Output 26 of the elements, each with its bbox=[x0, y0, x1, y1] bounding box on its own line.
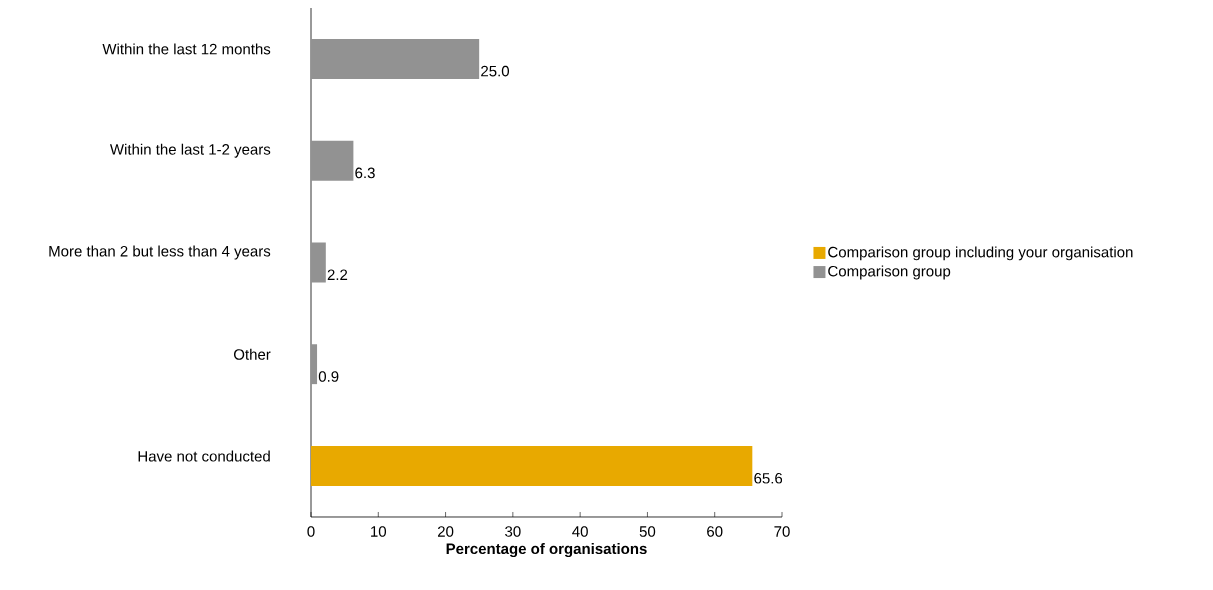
x-tick-label: 0 bbox=[307, 526, 315, 537]
x-tick-label: 60 bbox=[707, 526, 723, 537]
data-label: 25.0 bbox=[481, 65, 510, 77]
x-axis-title: Percentage of organisations bbox=[446, 543, 647, 558]
y-tick-label: Within the last 1-2 years bbox=[109, 143, 271, 158]
x-tick-label: 30 bbox=[505, 526, 521, 537]
x-tick-label: 20 bbox=[437, 526, 454, 537]
data-label: 0.9 bbox=[318, 371, 339, 382]
bar bbox=[311, 140, 354, 181]
x-tick-label: 10 bbox=[371, 526, 387, 537]
legend-label: Comparison group including your organisation bbox=[828, 246, 1133, 261]
data-label: 2.2 bbox=[327, 269, 348, 280]
y-tick-label: Within the last 12 months bbox=[102, 43, 271, 55]
y-tick-label: Have not conducted bbox=[138, 450, 270, 462]
legend-label: Comparison group bbox=[828, 265, 951, 280]
x-tick-label: 50 bbox=[639, 526, 656, 537]
bar bbox=[311, 242, 326, 283]
y-tick-label: More than 2 but less than 4 years bbox=[49, 245, 271, 260]
y-tick-label: Other bbox=[233, 348, 271, 360]
data-label: 6.3 bbox=[355, 167, 375, 179]
bar bbox=[311, 38, 480, 79]
bar bbox=[311, 446, 753, 487]
bar bbox=[311, 344, 318, 385]
data-label: 65.6 bbox=[754, 473, 783, 484]
x-tick-label: 70 bbox=[774, 526, 790, 537]
x-tick-label: 40 bbox=[572, 526, 588, 537]
